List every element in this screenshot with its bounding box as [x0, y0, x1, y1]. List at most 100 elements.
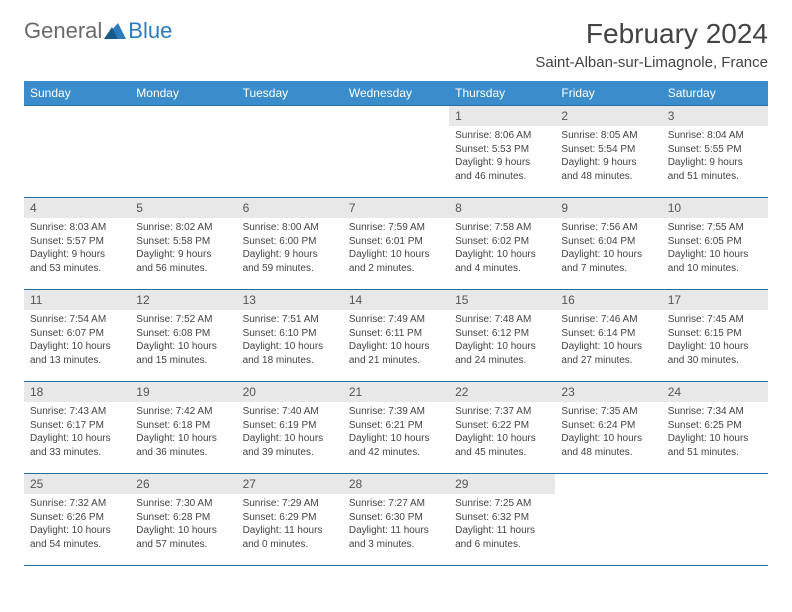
calendar-day: 4Sunrise: 8:03 AMSunset: 5:57 PMDaylight… — [24, 198, 130, 290]
weekday-header: Monday — [130, 81, 236, 106]
daylight-text: Daylight: 10 hours and 15 minutes. — [136, 340, 230, 367]
sunset-text: Sunset: 6:30 PM — [349, 511, 443, 525]
calendar-day-empty — [24, 106, 130, 198]
daylight-text: Daylight: 10 hours and 33 minutes. — [30, 432, 124, 459]
sunrise-text: Sunrise: 7:40 AM — [243, 405, 337, 419]
daylight-text: Daylight: 10 hours and 57 minutes. — [136, 524, 230, 551]
daylight-text: Daylight: 10 hours and 36 minutes. — [136, 432, 230, 459]
day-details: Sunrise: 7:32 AMSunset: 6:26 PMDaylight:… — [24, 494, 130, 554]
calendar-week: 11Sunrise: 7:54 AMSunset: 6:07 PMDayligh… — [24, 290, 768, 382]
daylight-text: Daylight: 9 hours and 51 minutes. — [668, 156, 762, 183]
sunrise-text: Sunrise: 8:00 AM — [243, 221, 337, 235]
sunset-text: Sunset: 6:28 PM — [136, 511, 230, 525]
daylight-text: Daylight: 10 hours and 7 minutes. — [561, 248, 655, 275]
day-details: Sunrise: 7:46 AMSunset: 6:14 PMDaylight:… — [555, 310, 661, 370]
day-details: Sunrise: 7:51 AMSunset: 6:10 PMDaylight:… — [237, 310, 343, 370]
location: Saint-Alban-sur-Limagnole, France — [535, 54, 768, 71]
calendar-day-empty — [130, 106, 236, 198]
calendar-day: 3Sunrise: 8:04 AMSunset: 5:55 PMDaylight… — [662, 106, 768, 198]
day-details: Sunrise: 7:45 AMSunset: 6:15 PMDaylight:… — [662, 310, 768, 370]
logo: General Blue — [24, 18, 172, 44]
daylight-text: Daylight: 10 hours and 45 minutes. — [455, 432, 549, 459]
sunrise-text: Sunrise: 7:39 AM — [349, 405, 443, 419]
day-details: Sunrise: 8:05 AMSunset: 5:54 PMDaylight:… — [555, 126, 661, 186]
calendar-day-empty — [237, 106, 343, 198]
calendar-day: 28Sunrise: 7:27 AMSunset: 6:30 PMDayligh… — [343, 474, 449, 566]
weekday-header: Sunday — [24, 81, 130, 106]
day-details: Sunrise: 7:34 AMSunset: 6:25 PMDaylight:… — [662, 402, 768, 462]
sunrise-text: Sunrise: 7:32 AM — [30, 497, 124, 511]
day-number: 23 — [555, 382, 661, 402]
weekday-header: Thursday — [449, 81, 555, 106]
day-number: 26 — [130, 474, 236, 494]
sunset-text: Sunset: 6:12 PM — [455, 327, 549, 341]
weekday-header: Friday — [555, 81, 661, 106]
sunrise-text: Sunrise: 7:42 AM — [136, 405, 230, 419]
sunset-text: Sunset: 5:57 PM — [30, 235, 124, 249]
sunrise-text: Sunrise: 7:25 AM — [455, 497, 549, 511]
day-number: 2 — [555, 106, 661, 126]
daylight-text: Daylight: 9 hours and 59 minutes. — [243, 248, 337, 275]
day-number: 18 — [24, 382, 130, 402]
calendar-day-empty — [662, 474, 768, 566]
daylight-text: Daylight: 9 hours and 48 minutes. — [561, 156, 655, 183]
sunrise-text: Sunrise: 8:05 AM — [561, 129, 655, 143]
sunset-text: Sunset: 6:00 PM — [243, 235, 337, 249]
calendar-week: 4Sunrise: 8:03 AMSunset: 5:57 PMDaylight… — [24, 198, 768, 290]
weekday-header: Saturday — [662, 81, 768, 106]
weekday-header: Wednesday — [343, 81, 449, 106]
calendar-day: 10Sunrise: 7:55 AMSunset: 6:05 PMDayligh… — [662, 198, 768, 290]
sunrise-text: Sunrise: 7:52 AM — [136, 313, 230, 327]
sunset-text: Sunset: 6:14 PM — [561, 327, 655, 341]
sunrise-text: Sunrise: 7:30 AM — [136, 497, 230, 511]
sunset-text: Sunset: 6:22 PM — [455, 419, 549, 433]
day-details: Sunrise: 8:03 AMSunset: 5:57 PMDaylight:… — [24, 218, 130, 278]
calendar-week: 18Sunrise: 7:43 AMSunset: 6:17 PMDayligh… — [24, 382, 768, 474]
calendar-day: 21Sunrise: 7:39 AMSunset: 6:21 PMDayligh… — [343, 382, 449, 474]
daylight-text: Daylight: 10 hours and 10 minutes. — [668, 248, 762, 275]
daylight-text: Daylight: 11 hours and 6 minutes. — [455, 524, 549, 551]
sunset-text: Sunset: 6:25 PM — [668, 419, 762, 433]
sunrise-text: Sunrise: 7:29 AM — [243, 497, 337, 511]
sunrise-text: Sunrise: 7:34 AM — [668, 405, 762, 419]
day-number: 11 — [24, 290, 130, 310]
calendar-day: 8Sunrise: 7:58 AMSunset: 6:02 PMDaylight… — [449, 198, 555, 290]
sunset-text: Sunset: 6:07 PM — [30, 327, 124, 341]
sunrise-text: Sunrise: 7:49 AM — [349, 313, 443, 327]
day-number: 6 — [237, 198, 343, 218]
day-details: Sunrise: 7:58 AMSunset: 6:02 PMDaylight:… — [449, 218, 555, 278]
calendar-day: 22Sunrise: 7:37 AMSunset: 6:22 PMDayligh… — [449, 382, 555, 474]
logo-triangle-icon — [104, 23, 126, 39]
calendar-day: 14Sunrise: 7:49 AMSunset: 6:11 PMDayligh… — [343, 290, 449, 382]
day-number: 15 — [449, 290, 555, 310]
day-number: 1 — [449, 106, 555, 126]
sunset-text: Sunset: 6:17 PM — [30, 419, 124, 433]
sunrise-text: Sunrise: 7:43 AM — [30, 405, 124, 419]
daylight-text: Daylight: 11 hours and 3 minutes. — [349, 524, 443, 551]
day-details: Sunrise: 7:48 AMSunset: 6:12 PMDaylight:… — [449, 310, 555, 370]
header: General Blue February 2024 Saint-Alban-s… — [24, 18, 768, 71]
calendar-day: 2Sunrise: 8:05 AMSunset: 5:54 PMDaylight… — [555, 106, 661, 198]
sunrise-text: Sunrise: 8:04 AM — [668, 129, 762, 143]
day-number: 3 — [662, 106, 768, 126]
day-details: Sunrise: 7:39 AMSunset: 6:21 PMDaylight:… — [343, 402, 449, 462]
day-number: 25 — [24, 474, 130, 494]
daylight-text: Daylight: 9 hours and 46 minutes. — [455, 156, 549, 183]
sunset-text: Sunset: 6:05 PM — [668, 235, 762, 249]
day-details: Sunrise: 7:59 AMSunset: 6:01 PMDaylight:… — [343, 218, 449, 278]
sunset-text: Sunset: 6:19 PM — [243, 419, 337, 433]
day-details: Sunrise: 7:35 AMSunset: 6:24 PMDaylight:… — [555, 402, 661, 462]
day-details: Sunrise: 7:43 AMSunset: 6:17 PMDaylight:… — [24, 402, 130, 462]
calendar-day: 19Sunrise: 7:42 AMSunset: 6:18 PMDayligh… — [130, 382, 236, 474]
sunrise-text: Sunrise: 7:46 AM — [561, 313, 655, 327]
calendar-day: 11Sunrise: 7:54 AMSunset: 6:07 PMDayligh… — [24, 290, 130, 382]
daylight-text: Daylight: 9 hours and 56 minutes. — [136, 248, 230, 275]
day-number: 14 — [343, 290, 449, 310]
daylight-text: Daylight: 10 hours and 54 minutes. — [30, 524, 124, 551]
day-number: 10 — [662, 198, 768, 218]
day-number: 21 — [343, 382, 449, 402]
calendar-week: 25Sunrise: 7:32 AMSunset: 6:26 PMDayligh… — [24, 474, 768, 566]
sunset-text: Sunset: 6:01 PM — [349, 235, 443, 249]
sunrise-text: Sunrise: 7:59 AM — [349, 221, 443, 235]
daylight-text: Daylight: 10 hours and 30 minutes. — [668, 340, 762, 367]
